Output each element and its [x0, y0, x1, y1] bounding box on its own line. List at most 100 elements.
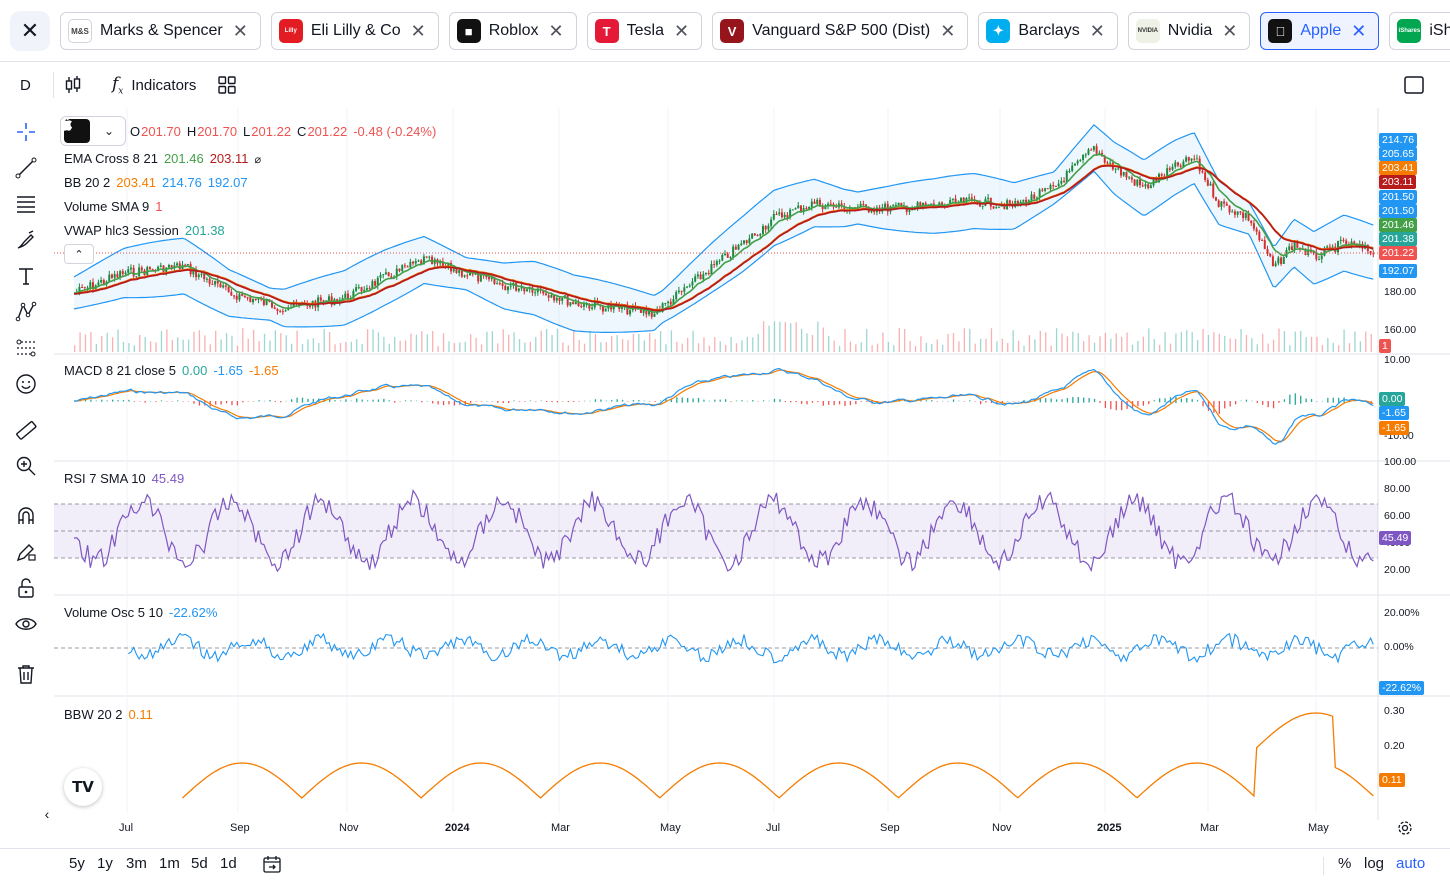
close-icon[interactable]: ✕	[10, 11, 50, 51]
candle-body	[1071, 165, 1074, 172]
tab-ishares[interactable]: iShares iShares	[1389, 12, 1450, 50]
volume-bar	[508, 334, 510, 352]
candle-style-button[interactable]	[64, 62, 82, 108]
stay-drawing-tool[interactable]	[10, 536, 42, 568]
crosshair-tool[interactable]	[10, 116, 42, 148]
measure-tool[interactable]	[10, 414, 42, 446]
macd-histogram-bar	[1316, 400, 1318, 402]
layout-button[interactable]	[218, 62, 236, 108]
macd-histogram-bar	[383, 398, 385, 403]
close-tab-icon[interactable]: ✕	[1089, 20, 1105, 41]
close-tab-icon[interactable]: ✕	[940, 20, 956, 41]
go-to-date-button[interactable]	[262, 854, 282, 878]
tab-eli-lilly-co[interactable]: Lilly Eli Lilly & Co ✕	[270, 12, 439, 50]
chart-canvas[interactable]	[54, 108, 1450, 820]
bb-label: BB 20 2	[64, 175, 111, 190]
prediction-tool[interactable]	[10, 332, 42, 364]
candle-body	[821, 206, 824, 210]
symbol-selector[interactable]: ⌄	[60, 116, 126, 146]
volume-bar	[475, 337, 477, 352]
percent-scale-toggle[interactable]: %	[1338, 855, 1351, 872]
macd-histogram-bar	[274, 401, 277, 402]
candle-body	[1090, 149, 1093, 151]
zoom-tool[interactable]	[10, 450, 42, 482]
price-label: 203.11	[1379, 175, 1417, 189]
rsi-legend[interactable]: RSI 7 SMA 10 45.49	[64, 471, 190, 486]
volume-bar	[307, 339, 309, 352]
fullscreen-button[interactable]	[1404, 62, 1424, 108]
volume-bar	[187, 339, 190, 352]
macd-histogram-bar	[1300, 395, 1302, 404]
candle-body	[184, 264, 187, 266]
trend-line-tool[interactable]	[10, 152, 42, 184]
candle-body	[1166, 168, 1169, 177]
hide-tool[interactable]	[10, 608, 42, 640]
indicators-button[interactable]: fx Indicators	[112, 62, 196, 108]
chart-settings-button[interactable]	[1397, 820, 1419, 842]
tab-barclays[interactable]: ✦ Barclays ✕	[978, 12, 1118, 50]
volume-bar	[1061, 333, 1063, 352]
close-tab-icon[interactable]: ✕	[548, 20, 564, 41]
candle-body	[241, 294, 244, 296]
interval-label: D	[20, 76, 31, 94]
lock-tool[interactable]	[10, 572, 42, 604]
pattern-tool[interactable]	[10, 296, 42, 328]
volume-bar	[676, 341, 678, 352]
volume-sma-legend[interactable]: Volume SMA 9 1	[64, 199, 169, 214]
interval-button[interactable]: D	[20, 62, 31, 108]
range-3m[interactable]: 3m	[126, 855, 147, 872]
tab-vanguard-s-p-500-dist-[interactable]: V Vanguard S&P 500 (Dist) ✕	[712, 12, 969, 50]
macd-histogram-bar	[1218, 401, 1220, 414]
volume-bar	[1305, 337, 1307, 352]
range-5y[interactable]: 5y	[69, 855, 85, 872]
candle-body	[648, 310, 651, 315]
close-tab-icon[interactable]: ✕	[1222, 20, 1238, 41]
magnet-tool[interactable]	[10, 500, 42, 532]
chart-area[interactable]: ⌄ O 201.70 H 201.70 L 201.22 C 201.22 -0.48 …	[54, 108, 1450, 848]
candle-body	[1247, 213, 1250, 221]
tab-nvidia[interactable]: NVIDIA Nvidia ✕	[1127, 12, 1251, 50]
tab-tesla[interactable]: T Tesla ✕	[586, 12, 703, 50]
macd-legend[interactable]: MACD 8 21 close 5 0.00 -1.65 -1.65	[64, 363, 285, 378]
macd-histogram-bar	[111, 399, 114, 402]
bbw-legend[interactable]: BBW 20 2 0.11	[64, 707, 159, 722]
icon-tool[interactable]	[10, 368, 42, 400]
collapse-legend-button[interactable]: ⌃	[64, 244, 94, 264]
close-tab-icon[interactable]: ✕	[1351, 20, 1367, 41]
macd-histogram-bar	[1007, 400, 1009, 402]
fib-tool[interactable]	[10, 188, 42, 220]
volume-bar	[160, 331, 163, 352]
tab-roblox[interactable]: ■ Roblox ✕	[448, 12, 577, 50]
bb-legend[interactable]: BB 20 2 203.41 214.76 192.07	[64, 175, 254, 190]
volume-osc-legend[interactable]: Volume Osc 5 10 -22.62%	[64, 605, 223, 620]
range-1y[interactable]: 1y	[97, 855, 113, 872]
collapse-toolbar-button[interactable]: ‹	[40, 798, 54, 830]
auto-scale-toggle[interactable]: auto	[1396, 855, 1425, 872]
chevron-up-icon: ⌃	[74, 248, 84, 261]
volume-bar	[74, 345, 76, 352]
tab-marks-spencer[interactable]: M&S Marks & Spencer ✕	[60, 12, 261, 50]
close-tab-icon[interactable]: ✕	[232, 20, 248, 41]
text-tool[interactable]	[10, 260, 42, 292]
vwap-legend[interactable]: VWAP hlc3 Session 201.38	[64, 223, 231, 238]
range-5d[interactable]: 5d	[191, 855, 208, 872]
candle-body	[894, 204, 897, 206]
volume-bar	[215, 330, 217, 352]
volume-bar	[996, 341, 998, 352]
range-1d[interactable]: 1d	[220, 855, 237, 872]
volume-bar	[1077, 333, 1079, 352]
volume-bar	[236, 345, 239, 352]
close-tab-icon[interactable]: ✕	[673, 20, 690, 41]
tradingview-logo[interactable]: 𝗧𝗩	[64, 768, 102, 806]
candle-body	[129, 267, 132, 270]
volume-bar	[714, 337, 716, 352]
log-scale-toggle[interactable]: log	[1364, 855, 1384, 872]
brush-tool[interactable]	[10, 224, 42, 256]
delete-tool[interactable]	[10, 658, 42, 690]
ema-cross-legend[interactable]: EMA Cross 8 21 201.46 203.11 ⌀	[64, 151, 267, 166]
volume-bar	[1267, 343, 1269, 352]
ruler-icon	[16, 420, 37, 440]
tab-apple[interactable]:  Apple ✕	[1260, 12, 1380, 50]
close-tab-icon[interactable]: ✕	[410, 20, 426, 41]
range-1m[interactable]: 1m	[159, 855, 180, 872]
